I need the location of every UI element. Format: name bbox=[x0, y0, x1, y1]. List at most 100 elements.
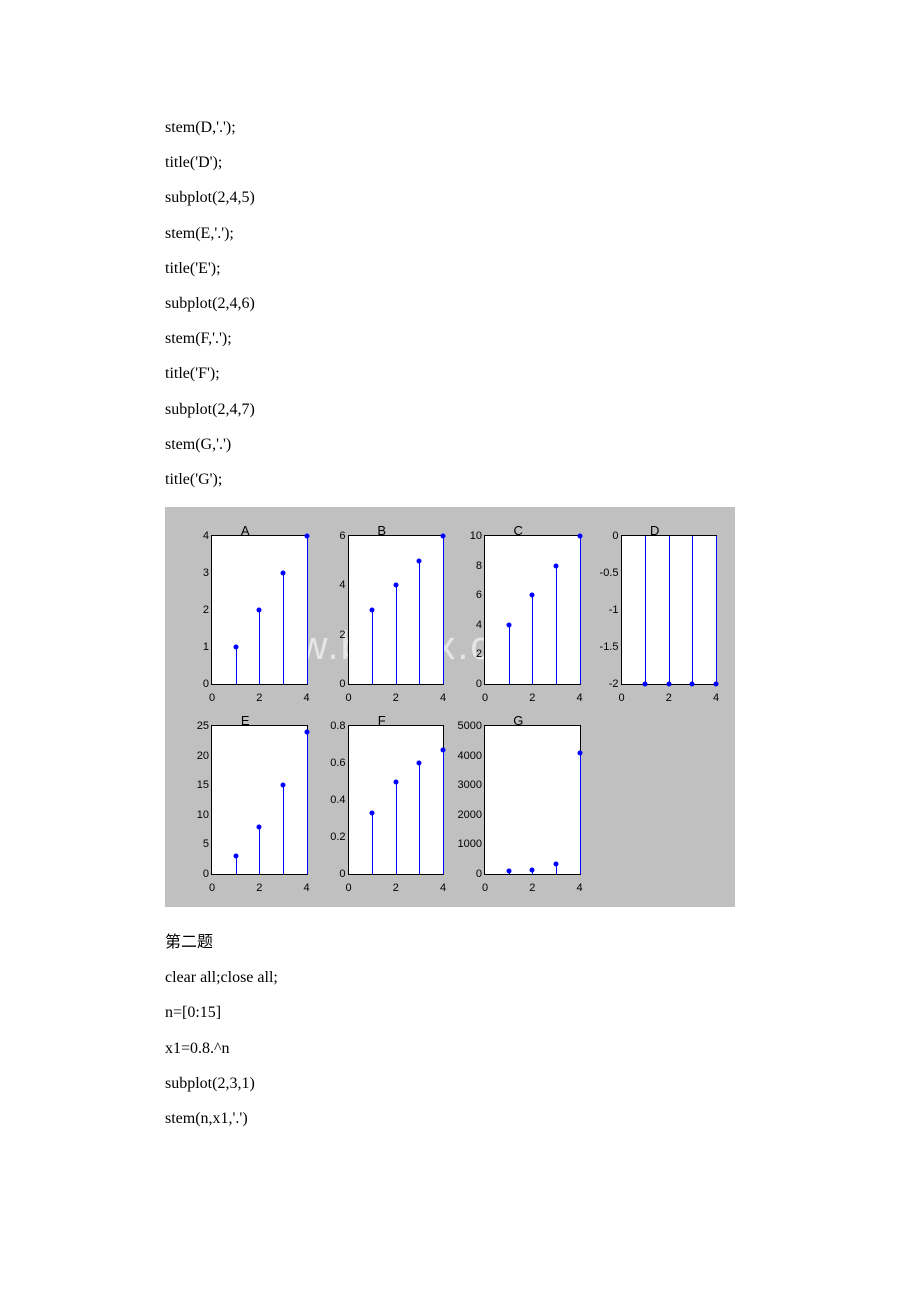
code-before: stem(D,'.');title('D');subplot(2,4,5)ste… bbox=[165, 110, 755, 497]
code-after: 第二题clear all;close all;n=[0:15]x1=0.8.^n… bbox=[165, 925, 755, 1136]
plot-area: 010002000300040005000024 bbox=[484, 725, 581, 875]
y-tick-label: 4 bbox=[203, 524, 209, 548]
stem-line bbox=[716, 536, 717, 684]
stem-line bbox=[669, 536, 670, 684]
stem-line bbox=[580, 753, 581, 874]
y-tick-label: 6 bbox=[476, 583, 482, 607]
stem-marker bbox=[257, 608, 262, 613]
stem-marker bbox=[441, 748, 446, 753]
stem-line bbox=[307, 732, 308, 874]
y-tick-label: 0.8 bbox=[330, 714, 345, 738]
stem-line bbox=[396, 585, 397, 684]
x-tick-label: 4 bbox=[576, 876, 582, 900]
stem-marker bbox=[233, 854, 238, 859]
stem-line bbox=[443, 750, 444, 874]
code-line: stem(D,'.'); bbox=[165, 110, 755, 145]
y-tick-label: 5000 bbox=[458, 714, 482, 738]
plot-area: 00.20.40.60.8024 bbox=[348, 725, 445, 875]
stem-line bbox=[259, 827, 260, 874]
code-line: subplot(2,4,6) bbox=[165, 286, 755, 321]
code-line: subplot(2,4,5) bbox=[165, 180, 755, 215]
stem-marker bbox=[714, 682, 719, 687]
x-tick-label: 4 bbox=[303, 876, 309, 900]
x-tick-label: 0 bbox=[345, 876, 351, 900]
stem-marker bbox=[233, 645, 238, 650]
y-tick-label: 2 bbox=[339, 623, 345, 647]
stem-line bbox=[283, 785, 284, 874]
y-tick-label: 0 bbox=[612, 524, 618, 548]
y-tick-label: 4 bbox=[476, 613, 482, 637]
stem-marker bbox=[690, 682, 695, 687]
y-tick-label: -1.5 bbox=[600, 635, 619, 659]
stem-line bbox=[396, 782, 397, 875]
y-tick-label: 0.4 bbox=[330, 788, 345, 812]
x-tick-label: 2 bbox=[393, 876, 399, 900]
stem-line bbox=[645, 536, 646, 684]
code-line: stem(G,'.') bbox=[165, 427, 755, 462]
stem-line bbox=[443, 536, 444, 684]
x-tick-label: 0 bbox=[209, 876, 215, 900]
y-tick-label: 8 bbox=[476, 554, 482, 578]
code-line: title('E'); bbox=[165, 251, 755, 286]
stem-line bbox=[532, 595, 533, 684]
y-tick-label: -2 bbox=[609, 672, 619, 696]
stem-line bbox=[307, 536, 308, 684]
y-tick-label: 4000 bbox=[458, 744, 482, 768]
stem-marker bbox=[553, 861, 558, 866]
y-tick-label: 4 bbox=[339, 573, 345, 597]
y-tick-label: 1000 bbox=[458, 832, 482, 856]
code-line: subplot(2,4,7) bbox=[165, 392, 755, 427]
stem-marker bbox=[530, 593, 535, 598]
y-tick-label: 5 bbox=[203, 832, 209, 856]
stem-marker bbox=[643, 682, 648, 687]
stem-marker bbox=[257, 824, 262, 829]
stem-marker bbox=[417, 558, 422, 563]
code-line: stem(n,x1,'.') bbox=[165, 1101, 755, 1136]
subplot-F: F00.20.40.60.8024 bbox=[314, 707, 451, 897]
y-tick-label: 20 bbox=[197, 744, 209, 768]
subplot-C: C0246810024 bbox=[450, 517, 587, 707]
stem-line bbox=[259, 610, 260, 684]
stem-marker bbox=[506, 869, 511, 874]
stem-line bbox=[283, 573, 284, 684]
plot-area: 0246810024 bbox=[484, 535, 581, 685]
stem-marker bbox=[370, 608, 375, 613]
stem-marker bbox=[393, 583, 398, 588]
code-line: 第二题 bbox=[165, 925, 755, 960]
y-tick-label: 2000 bbox=[458, 803, 482, 827]
subplot-B: B0246024 bbox=[314, 517, 451, 707]
x-tick-label: 0 bbox=[482, 876, 488, 900]
y-tick-label: 6 bbox=[339, 524, 345, 548]
plot-area: 0510152025024 bbox=[211, 725, 308, 875]
stem-marker bbox=[553, 563, 558, 568]
x-tick-label: 2 bbox=[256, 876, 262, 900]
code-line: stem(E,'.'); bbox=[165, 216, 755, 251]
y-tick-label: 15 bbox=[197, 773, 209, 797]
code-line: x1=0.8.^n bbox=[165, 1031, 755, 1066]
y-tick-label: 10 bbox=[197, 803, 209, 827]
stem-line bbox=[509, 625, 510, 684]
stem-marker bbox=[304, 729, 309, 734]
stem-marker bbox=[417, 761, 422, 766]
stem-marker bbox=[666, 682, 671, 687]
code-line: title('D'); bbox=[165, 145, 755, 180]
stem-marker bbox=[577, 534, 582, 539]
y-tick-label: 2 bbox=[203, 598, 209, 622]
stem-line bbox=[372, 610, 373, 684]
y-tick-label: 3 bbox=[203, 561, 209, 585]
stem-line bbox=[419, 561, 420, 684]
subplot-A: A01234024 bbox=[177, 517, 314, 707]
plot-area: 0246024 bbox=[348, 535, 445, 685]
code-line: title('F'); bbox=[165, 356, 755, 391]
plot-area: 01234024 bbox=[211, 535, 308, 685]
stem-marker bbox=[280, 783, 285, 788]
y-tick-label: -0.5 bbox=[600, 561, 619, 585]
x-tick-label: 2 bbox=[529, 876, 535, 900]
stem-marker bbox=[441, 534, 446, 539]
stem-marker bbox=[393, 779, 398, 784]
y-tick-label: 25 bbox=[197, 714, 209, 738]
code-line: clear all;close all; bbox=[165, 960, 755, 995]
plot-area: -2-1.5-1-0.50024 bbox=[621, 535, 718, 685]
matlab-figure: www.bdocx.com A01234024B0246024C02468100… bbox=[165, 507, 735, 907]
code-line: n=[0:15] bbox=[165, 995, 755, 1030]
